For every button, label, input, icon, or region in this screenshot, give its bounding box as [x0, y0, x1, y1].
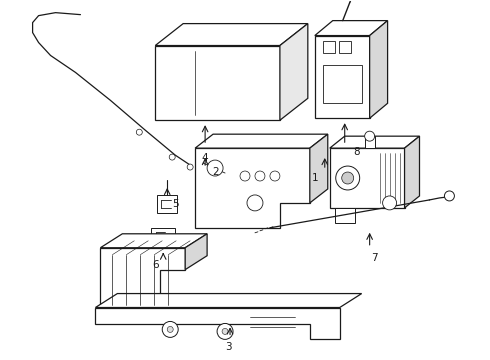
Polygon shape [330, 136, 419, 148]
Polygon shape [195, 148, 310, 228]
Polygon shape [151, 228, 175, 248]
Circle shape [162, 321, 178, 337]
Circle shape [255, 171, 265, 181]
Polygon shape [339, 41, 351, 54]
Polygon shape [310, 134, 328, 203]
Polygon shape [365, 136, 375, 148]
Circle shape [222, 328, 228, 334]
Text: 5: 5 [172, 199, 178, 209]
Polygon shape [155, 45, 280, 120]
Polygon shape [100, 234, 207, 248]
Circle shape [136, 129, 142, 135]
Circle shape [217, 323, 233, 339]
Polygon shape [315, 21, 388, 36]
Polygon shape [315, 36, 369, 118]
Circle shape [444, 191, 454, 201]
Polygon shape [330, 148, 405, 208]
Polygon shape [323, 41, 335, 54]
Polygon shape [335, 208, 355, 223]
Polygon shape [155, 24, 308, 45]
Text: 3: 3 [225, 342, 231, 352]
Circle shape [336, 166, 360, 190]
Polygon shape [280, 24, 308, 120]
Circle shape [169, 154, 175, 160]
Text: 8: 8 [353, 147, 360, 157]
Text: 2: 2 [212, 167, 219, 177]
Text: 4: 4 [202, 153, 208, 163]
Circle shape [383, 196, 396, 210]
Polygon shape [323, 66, 362, 103]
Polygon shape [96, 307, 340, 339]
Text: 1: 1 [312, 173, 318, 183]
Polygon shape [100, 248, 185, 310]
Polygon shape [369, 21, 388, 118]
Polygon shape [405, 136, 419, 208]
Circle shape [167, 327, 173, 332]
Text: 7: 7 [371, 253, 378, 263]
Circle shape [240, 171, 250, 181]
Polygon shape [157, 195, 177, 213]
Circle shape [342, 172, 354, 184]
Circle shape [365, 131, 375, 141]
Polygon shape [96, 293, 362, 307]
Circle shape [187, 164, 193, 170]
Circle shape [270, 171, 280, 181]
Polygon shape [185, 234, 207, 270]
Circle shape [247, 195, 263, 211]
Text: 6: 6 [152, 260, 159, 270]
Polygon shape [195, 134, 328, 148]
Circle shape [207, 160, 223, 176]
